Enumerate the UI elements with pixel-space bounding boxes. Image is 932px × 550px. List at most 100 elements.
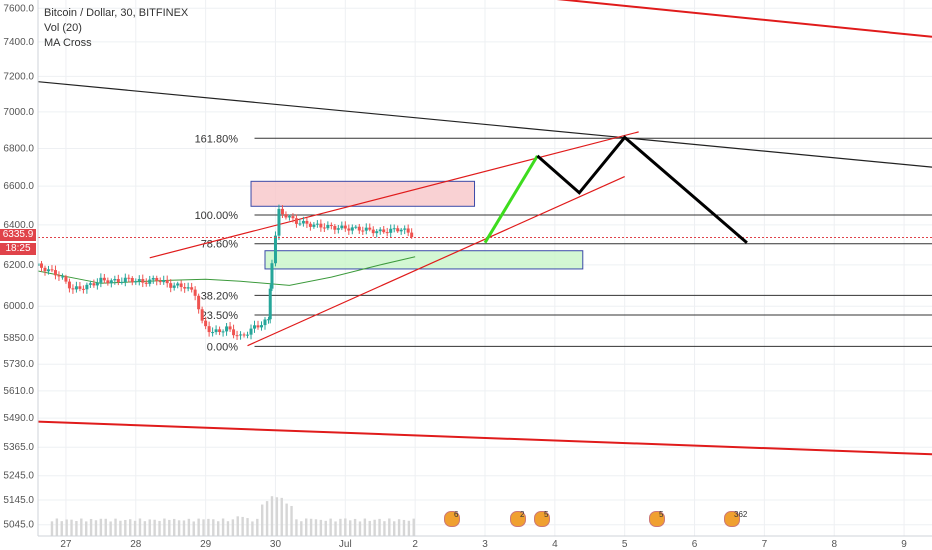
event-flag[interactable]: 362 xyxy=(724,510,753,527)
volume-bar xyxy=(99,518,103,536)
volume-bar xyxy=(265,501,269,536)
ma-line xyxy=(37,256,416,286)
candle-body xyxy=(260,325,263,328)
candle-body xyxy=(350,227,354,231)
volume-bar xyxy=(319,519,323,536)
candle-body xyxy=(214,329,218,333)
price-tick-label: 7200.0 xyxy=(3,71,34,82)
volume-bar xyxy=(260,504,264,536)
volume-bar xyxy=(70,519,73,536)
event-count: 5 xyxy=(659,510,664,520)
candle-body xyxy=(169,283,173,288)
volume-bar xyxy=(168,519,171,536)
candle-body xyxy=(64,276,68,282)
volume-bar xyxy=(216,521,220,536)
rising-wedge-lower xyxy=(247,176,625,347)
candle-body xyxy=(123,277,127,283)
volume-bar xyxy=(65,519,68,536)
volume-bar xyxy=(182,520,186,536)
price-tick-label: 5045.0 xyxy=(3,520,34,531)
candle-body xyxy=(99,277,103,283)
volume-bars xyxy=(50,496,415,536)
candle-body xyxy=(333,226,337,230)
price-tick-label: 6000.0 xyxy=(3,301,34,312)
candle-body xyxy=(284,214,288,218)
candle-body xyxy=(158,280,162,283)
candle-body xyxy=(392,228,396,230)
candle-body xyxy=(102,277,106,281)
event-flag[interactable]: 5 xyxy=(534,510,554,527)
volume-bar xyxy=(153,519,156,536)
candle-body xyxy=(326,224,330,229)
fib-label: 0.00% xyxy=(207,341,238,353)
candle-body xyxy=(106,280,110,284)
volume-bar xyxy=(314,519,318,536)
volume-bar xyxy=(344,518,347,536)
volume-bar xyxy=(324,520,327,536)
time-tick-label: 9 xyxy=(901,539,907,550)
candle-body xyxy=(46,269,50,272)
candle-body xyxy=(57,275,61,277)
volume-bar xyxy=(231,519,235,536)
volume-bar xyxy=(358,521,362,536)
volume-bar xyxy=(80,518,83,536)
event-flag[interactable]: 6 xyxy=(444,510,464,527)
time-tick-label: 2 xyxy=(412,539,418,550)
last-price-label: 6335.9 xyxy=(0,229,36,241)
candle-body xyxy=(246,334,250,336)
volume-bar xyxy=(104,518,107,536)
fib-label: 100.00% xyxy=(195,210,239,222)
price-tick-label: 7400.0 xyxy=(3,37,34,48)
event-count: 6 xyxy=(454,510,459,520)
price-tick-label: 7000.0 xyxy=(3,107,34,118)
time-tick-label: 8 xyxy=(831,539,837,550)
volume-bar xyxy=(124,519,127,536)
candle-body xyxy=(172,285,176,288)
candle-body xyxy=(315,223,319,225)
candle-body xyxy=(218,329,222,333)
volume-bar xyxy=(84,521,88,536)
time-axis[interactable]: 27 28 29 30 Jul 2 3 4 5 6 7 8 9 xyxy=(38,535,932,550)
fib-label: 78.60% xyxy=(201,239,239,251)
candle-body xyxy=(151,277,155,280)
candle-body xyxy=(60,276,64,278)
volume-bar xyxy=(89,518,93,536)
candle-body xyxy=(336,228,340,230)
fibonacci-levels: 161.80% 100.00% 78.60% 38.20% 23.50% 0.00% xyxy=(195,133,932,353)
event-count: 362 xyxy=(734,510,748,520)
candle-body xyxy=(273,235,277,264)
candle-body xyxy=(78,286,82,289)
volume-bar xyxy=(280,497,283,536)
time-tick-label: 4 xyxy=(552,539,558,550)
candle-body xyxy=(141,279,145,283)
price-axis[interactable]: 7600.0 7400.0 7200.0 7000.0 6800.0 6600.0 6400… xyxy=(0,0,39,536)
candle-body xyxy=(389,228,393,233)
candle-body xyxy=(85,284,89,290)
event-flag[interactable]: 5 xyxy=(649,510,669,527)
volume-bar xyxy=(402,519,406,536)
event-flag[interactable]: 2 xyxy=(510,510,530,527)
candle-body xyxy=(319,223,323,228)
time-tick-label: 29 xyxy=(200,539,212,550)
time-tick-label: 7 xyxy=(762,539,768,550)
time-tick-label: 5 xyxy=(622,539,628,550)
volume-bar xyxy=(172,518,176,536)
time-tick-label: 30 xyxy=(270,539,282,550)
demand-zone xyxy=(264,250,584,270)
volume-bar xyxy=(133,520,137,536)
price-tick-label: 6600.0 xyxy=(3,181,34,192)
legend-ma[interactable]: MA Cross xyxy=(44,37,92,49)
volume-bar xyxy=(353,518,357,536)
legend-vol[interactable]: Vol (20) xyxy=(44,22,82,34)
price-axis-bg xyxy=(0,0,38,536)
volume-bar xyxy=(226,521,230,536)
candle-body xyxy=(343,225,347,229)
legend-title[interactable]: Bitcoin / Dollar, 30, BITFINEX xyxy=(44,7,189,19)
candle-body xyxy=(368,227,372,230)
volume-bar xyxy=(349,520,352,536)
candle-body xyxy=(298,223,302,225)
descending-trend-line xyxy=(37,81,932,168)
price-tick-label: 5145.0 xyxy=(3,495,34,506)
bar-timer-label: 18:25 xyxy=(0,243,36,255)
